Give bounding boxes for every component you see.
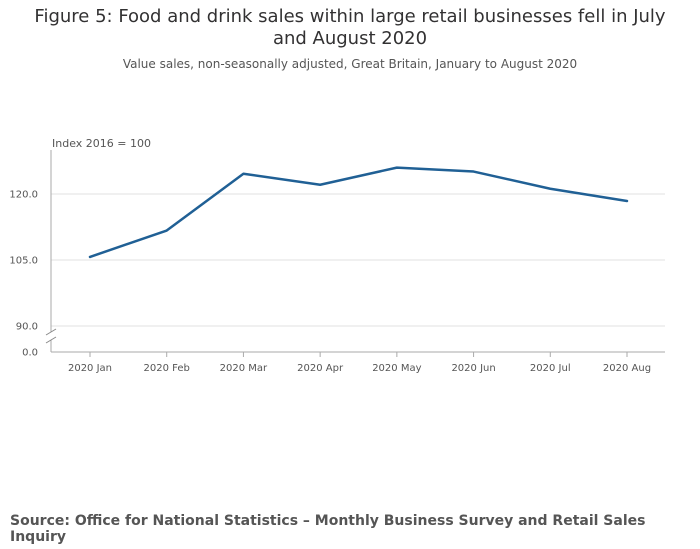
y-tick-label: 105.0 — [9, 256, 38, 267]
series-line-0 — [88, 166, 629, 259]
x-tick-label: 2020 Jun — [451, 363, 495, 374]
x-tick-label: 2020 Jan — [68, 363, 112, 374]
source-note: Source: Office for National Statistics –… — [10, 513, 646, 545]
axis-break-mark-1 — [45, 328, 57, 336]
axes — [45, 150, 665, 353]
series-layer — [88, 166, 629, 259]
x-tick-label: 2020 Jul — [530, 363, 571, 374]
x-tick-label: 2020 May — [372, 363, 421, 374]
chart-subtitle: Value sales, non-seasonally adjusted, Gr… — [122, 57, 578, 71]
y-tick-label: 120.0 — [9, 190, 38, 201]
x-tick-label: 2020 Aug — [603, 363, 651, 374]
y-tick-label-zero: 0.0 — [22, 348, 38, 359]
gridlines — [51, 193, 665, 327]
x-tick-label: 2020 Mar — [220, 363, 268, 374]
axis-break-mark-2 — [45, 336, 57, 344]
y-tick-label: 90.0 — [16, 322, 38, 333]
chart-title: Figure 5: Food and drink sales within la… — [34, 6, 666, 49]
y-axis-ticks: 90.0 105.0 120.0 0.0 — [9, 190, 38, 359]
y-axis-unit-label: Index 2016 = 100 — [52, 137, 151, 150]
x-tick-label: 2020 Feb — [144, 363, 190, 374]
x-axis-ticks: 2020 Jan 2020 Feb 2020 Mar 2020 Apr 2020 May… — [68, 352, 651, 374]
x-tick-label: 2020 Apr — [297, 363, 344, 374]
